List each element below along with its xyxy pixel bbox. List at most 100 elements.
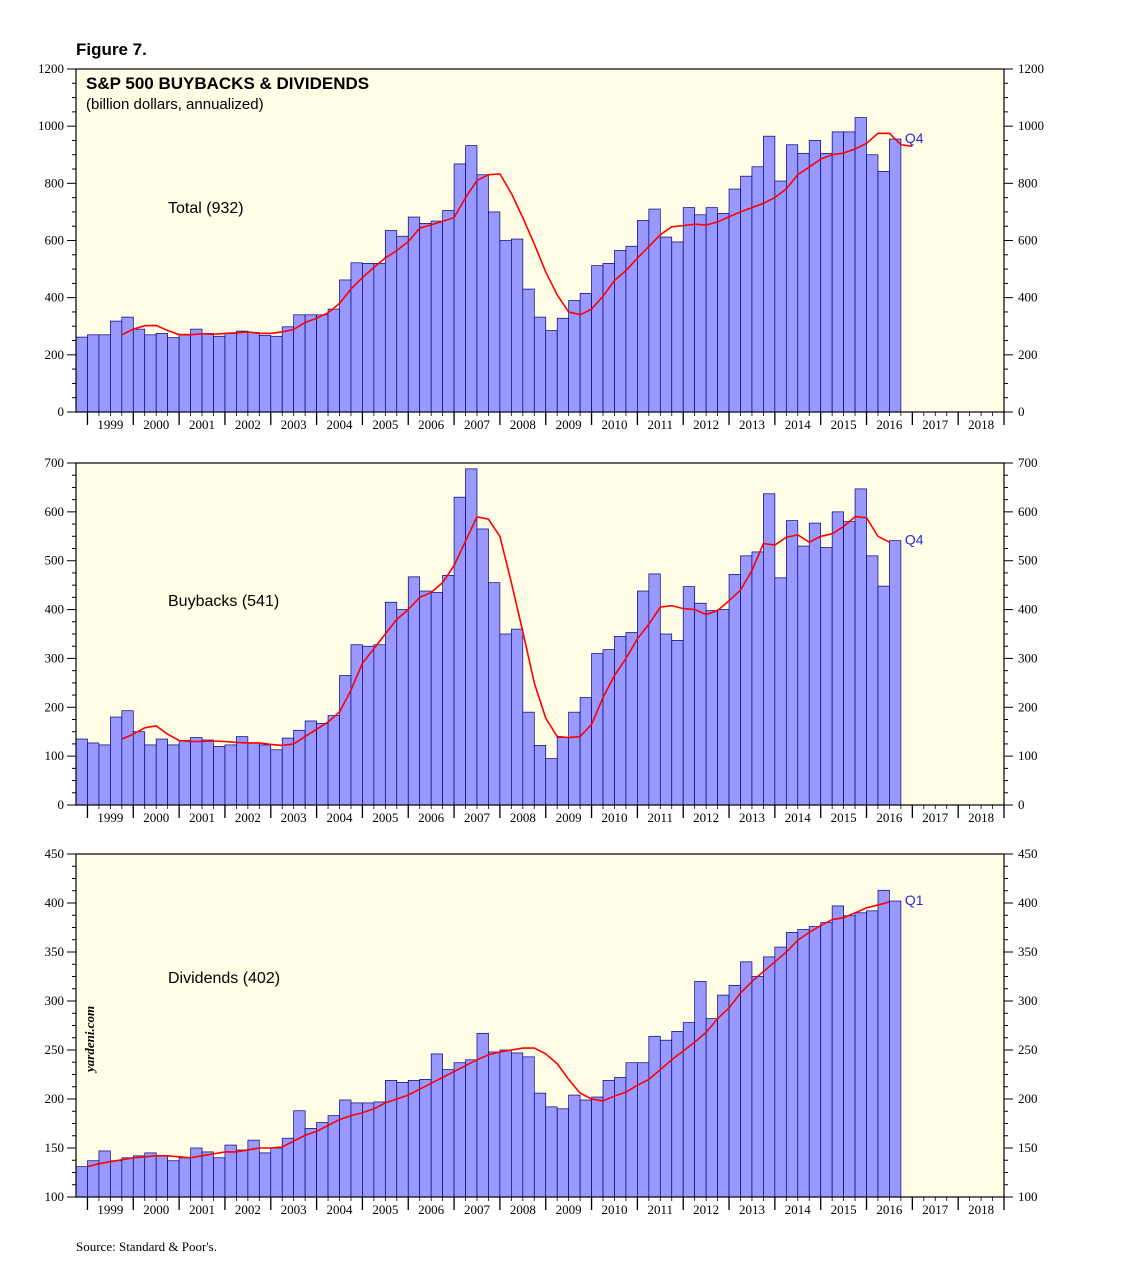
bar — [522, 288, 535, 413]
bar — [316, 314, 329, 413]
bar — [556, 737, 570, 806]
bar — [167, 744, 180, 806]
x-year-label: 2003 — [281, 810, 307, 825]
bar — [350, 1102, 363, 1198]
bar — [854, 488, 867, 806]
x-year-label: 2013 — [739, 810, 765, 825]
bar — [362, 1102, 375, 1198]
bar — [362, 263, 375, 413]
watermark-text: yardeni.com — [82, 1006, 97, 1074]
y-tick-label-left: 300 — [45, 993, 65, 1008]
x-year-label: 2012 — [693, 1202, 719, 1217]
total-chart-panel: 0 0 200 200 400 400 600 600 800 800 1000 1000 1200 12… — [38, 61, 1044, 432]
bar — [110, 716, 123, 806]
x-year-label: 2002 — [235, 810, 261, 825]
y-tick-label-left: 200 — [45, 1091, 65, 1106]
bar — [568, 300, 581, 413]
bar — [877, 889, 890, 1198]
x-year-label: 1999 — [97, 810, 123, 825]
bar — [373, 263, 386, 413]
bar — [659, 236, 673, 413]
x-year-label: 2008 — [510, 417, 536, 432]
bar — [396, 609, 409, 806]
y-tick-label-right: 450 — [1018, 846, 1038, 861]
x-year-label: 2007 — [464, 1202, 491, 1217]
bar — [682, 586, 696, 806]
bar — [350, 262, 363, 413]
y-tick-label-left: 100 — [45, 748, 65, 763]
x-year-label: 2012 — [693, 810, 719, 825]
bar — [407, 216, 421, 413]
y-tick-label-left: 0 — [58, 404, 65, 419]
bar — [488, 582, 501, 806]
bar — [75, 738, 88, 806]
bar — [453, 1062, 466, 1198]
bar — [545, 758, 558, 806]
bar — [419, 223, 432, 413]
x-year-label: 1999 — [97, 1202, 123, 1217]
y-tick-label-right: 400 — [1018, 895, 1038, 910]
bar — [831, 905, 844, 1198]
bar — [75, 1166, 88, 1198]
bar — [281, 326, 295, 413]
bar — [671, 241, 684, 413]
bar — [820, 922, 833, 1198]
y-tick-label-left: 600 — [45, 233, 65, 248]
bar — [144, 1152, 157, 1198]
bar — [717, 213, 730, 413]
x-year-label: 2000 — [143, 1202, 169, 1217]
bar — [407, 1080, 421, 1198]
bar — [293, 1110, 306, 1198]
bar — [705, 610, 718, 806]
buybacks-plot-layer: 0 0 100 100 200 200 300 300 400 400 500 500 600 600 70… — [45, 455, 1038, 825]
bar — [258, 335, 272, 413]
y-tick-label-left: 400 — [45, 290, 65, 305]
bar — [751, 976, 764, 1198]
bar — [430, 1053, 443, 1198]
bar — [808, 140, 822, 413]
x-year-label: 2000 — [143, 417, 169, 432]
bar — [442, 575, 455, 806]
bar — [602, 263, 615, 413]
bar — [545, 330, 558, 413]
bar — [384, 1080, 398, 1198]
y-tick-label-right: 1200 — [1018, 61, 1044, 76]
bar — [728, 574, 741, 806]
y-tick-label-left: 600 — [45, 504, 65, 519]
bar — [224, 744, 237, 806]
bar — [511, 1052, 524, 1198]
bar — [774, 577, 787, 806]
bar — [831, 131, 844, 413]
bar — [591, 653, 604, 806]
bar — [785, 520, 799, 806]
y-tick-label-right: 400 — [1018, 290, 1038, 305]
x-year-label: 2018 — [968, 1202, 994, 1217]
y-tick-label-left: 100 — [45, 1189, 65, 1204]
x-year-label: 2017 — [922, 810, 949, 825]
bar — [808, 926, 822, 1198]
bar — [866, 555, 879, 806]
bar — [144, 334, 157, 413]
x-year-label: 2018 — [968, 417, 994, 432]
bar — [167, 337, 180, 413]
bar — [648, 1035, 661, 1198]
y-tick-label-right: 350 — [1018, 944, 1038, 959]
bar — [155, 738, 169, 806]
bar — [442, 210, 455, 413]
bar — [625, 632, 638, 806]
x-year-label: 2016 — [876, 417, 903, 432]
x-year-label: 2005 — [372, 810, 398, 825]
bar — [705, 1018, 718, 1198]
bar — [132, 731, 146, 806]
x-year-label: 2011 — [648, 810, 674, 825]
bar — [763, 135, 776, 413]
bar — [682, 207, 696, 413]
bar — [190, 328, 203, 413]
y-tick-label-right: 700 — [1018, 455, 1038, 470]
bar — [236, 1149, 249, 1198]
bar — [178, 740, 191, 806]
bar — [591, 1096, 604, 1198]
bar — [178, 1157, 191, 1198]
y-tick-label-left: 200 — [45, 699, 65, 714]
bar — [465, 145, 478, 413]
